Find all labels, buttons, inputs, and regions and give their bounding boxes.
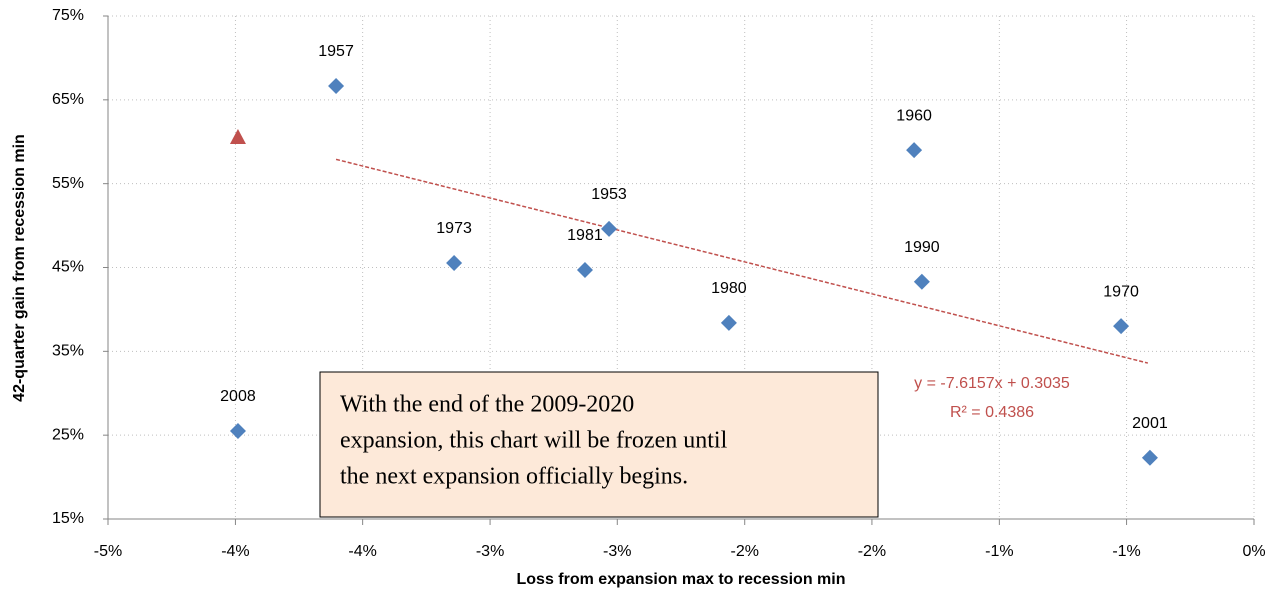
note-text: With the end of the 2009-2020 xyxy=(340,392,634,418)
x-tick-label: -1% xyxy=(1112,543,1140,560)
marker-diamond xyxy=(229,422,246,439)
y-tick-label: 35% xyxy=(52,343,84,360)
y-tick-label: 15% xyxy=(52,510,84,527)
note-text: the next expansion officially begins. xyxy=(340,464,688,490)
marker-diamond xyxy=(913,273,930,290)
data-label: 1980 xyxy=(711,280,747,297)
marker-diamond xyxy=(1113,318,1130,335)
marker-diamond xyxy=(576,262,593,279)
x-tick-label: -4% xyxy=(221,543,249,560)
note-text: expansion, this chart will be frozen unt… xyxy=(340,428,728,454)
marker-diamond xyxy=(446,254,463,271)
marker-diamond xyxy=(328,78,345,95)
note-box xyxy=(319,371,879,518)
x-tick-label: -5% xyxy=(94,543,122,560)
x-tick-label: 0% xyxy=(1242,543,1265,560)
marker-triangle xyxy=(229,128,246,144)
trendline xyxy=(335,158,1149,364)
data-label: 1981 xyxy=(567,227,603,244)
data-label: 2001 xyxy=(1132,415,1168,432)
trendline-r2: R² = 0.4386 xyxy=(950,404,1034,421)
marker-diamond xyxy=(906,142,923,159)
y-tick-label: 65% xyxy=(52,91,84,108)
x-tick-label: -3% xyxy=(603,543,631,560)
x-tick-label: -4% xyxy=(348,543,376,560)
data-label: 1970 xyxy=(1103,283,1139,300)
x-tick-label: -2% xyxy=(858,543,886,560)
marker-diamond xyxy=(720,314,737,331)
y-axis-title: 42-quarter gain from recession min xyxy=(11,134,28,402)
y-tick-label: 45% xyxy=(52,259,84,276)
x-tick-label: -2% xyxy=(730,543,758,560)
y-tick-label: 75% xyxy=(52,7,84,24)
x-tick-label: -1% xyxy=(985,543,1013,560)
x-tick-label: -3% xyxy=(476,543,504,560)
y-tick-label: 55% xyxy=(52,175,84,192)
x-axis-title: Loss from expansion max to recession min xyxy=(517,571,846,588)
y-tick-label: 25% xyxy=(52,426,84,443)
trendline-equation: y = -7.6157x + 0.3035 xyxy=(914,375,1070,392)
data-label: 1953 xyxy=(591,186,627,203)
marker-diamond xyxy=(601,220,618,237)
data-label: 1990 xyxy=(904,239,940,256)
data-label: 1973 xyxy=(436,220,472,237)
marker-diamond xyxy=(1141,449,1158,466)
data-label: 1960 xyxy=(896,107,932,124)
data-label: 2008 xyxy=(220,388,256,405)
data-label: 1957 xyxy=(318,43,354,60)
